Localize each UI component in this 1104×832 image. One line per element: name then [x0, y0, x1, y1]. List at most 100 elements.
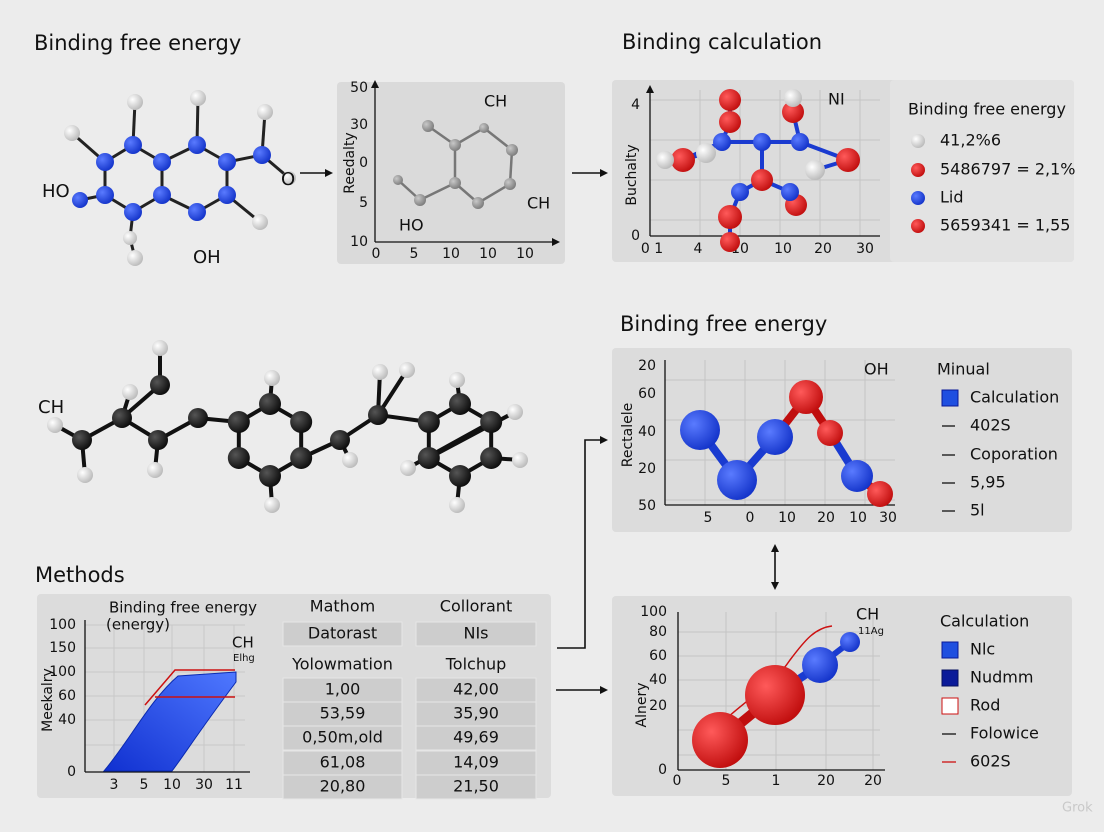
atom [507, 404, 523, 420]
label: Nlc [970, 640, 995, 659]
table-cell [282, 701, 403, 727]
atom [218, 186, 236, 204]
atom [153, 186, 171, 204]
label: 50 [638, 498, 656, 514]
arrow-head [646, 85, 654, 93]
atom [148, 430, 168, 450]
label: OH [193, 247, 221, 268]
atom [802, 647, 838, 683]
atom [784, 89, 802, 107]
table-cell [282, 621, 403, 647]
legend-marker [941, 389, 959, 407]
label: Mathom [310, 597, 375, 616]
label: Alnery [634, 683, 650, 728]
label: 30 [879, 510, 897, 526]
atom [147, 462, 163, 478]
label: 0 [372, 246, 381, 262]
atom [257, 104, 273, 120]
label: CH [527, 194, 550, 213]
label: 20 [817, 773, 835, 789]
panel-structure [337, 82, 565, 264]
atom [264, 370, 280, 386]
label: HO [42, 181, 70, 202]
atom [290, 411, 313, 433]
label: 5 [704, 510, 713, 526]
atom [153, 153, 171, 171]
label: Meekalry [40, 668, 56, 732]
atom [472, 197, 484, 209]
atom [720, 232, 740, 252]
label: Calculation [940, 612, 1029, 631]
label: 10 [774, 241, 792, 257]
atom [718, 205, 742, 229]
label: O [281, 169, 295, 190]
label: 60 [649, 648, 667, 664]
label: 1,00 [325, 680, 361, 699]
atom [122, 384, 138, 400]
table-cell [415, 701, 537, 727]
atom [449, 393, 471, 415]
atom [190, 90, 206, 106]
label: 5l [970, 501, 985, 520]
atom [751, 169, 773, 191]
label: 30 [195, 777, 213, 793]
atom [368, 405, 388, 425]
label: Rectalele [620, 403, 636, 467]
legend-marker [941, 669, 959, 687]
atom [150, 375, 170, 395]
atom [47, 417, 63, 433]
label: 5 [359, 195, 368, 211]
label: OH [864, 360, 889, 379]
label: 10 [778, 510, 796, 526]
label: Coporation [970, 445, 1058, 464]
table-cell [415, 725, 537, 751]
atom [188, 136, 206, 154]
label: 4 [631, 97, 640, 113]
label: 10 [163, 777, 181, 793]
label: 41,2%6 [940, 131, 1001, 150]
label: Elhg [233, 653, 255, 664]
label: 0 [359, 155, 368, 171]
atom [414, 194, 426, 206]
atom [227, 447, 250, 469]
atom [127, 250, 143, 266]
legend-box [890, 80, 1074, 262]
section-title: Binding free energy [34, 31, 241, 55]
label: Folowice [970, 724, 1039, 743]
label: 20 [649, 698, 667, 714]
label: 40 [649, 672, 667, 688]
label: 100 [640, 604, 667, 620]
label: 0 [631, 228, 640, 244]
atom [400, 460, 416, 476]
label: 0 [658, 762, 667, 778]
label: 20 [817, 510, 835, 526]
label: 61,08 [320, 753, 366, 772]
label: 10 [350, 234, 368, 250]
arrow-head [371, 80, 379, 88]
atom [72, 430, 92, 450]
label: 20 [864, 773, 882, 789]
label: CH [232, 634, 254, 652]
atom [188, 203, 206, 221]
label: 60 [58, 688, 76, 704]
label: 40 [58, 712, 76, 728]
label: Binding free energy [908, 100, 1066, 119]
atom [252, 214, 268, 230]
atom [671, 148, 695, 172]
label: 20,80 [320, 777, 366, 796]
label: 100 [49, 664, 76, 680]
label: Minual [937, 360, 990, 379]
label: 10 [479, 246, 497, 262]
label: 10 [849, 510, 867, 526]
atom [911, 134, 925, 148]
bond [477, 182, 511, 205]
atom [218, 153, 236, 171]
label: 5486797 = 2,1% [940, 160, 1075, 179]
atom [480, 447, 503, 469]
label: 4 [694, 241, 703, 257]
table-cell [415, 774, 537, 800]
table-cell [415, 621, 537, 647]
label: Binding free energy [109, 599, 257, 617]
atom [124, 136, 142, 154]
label: 60 [638, 386, 656, 402]
